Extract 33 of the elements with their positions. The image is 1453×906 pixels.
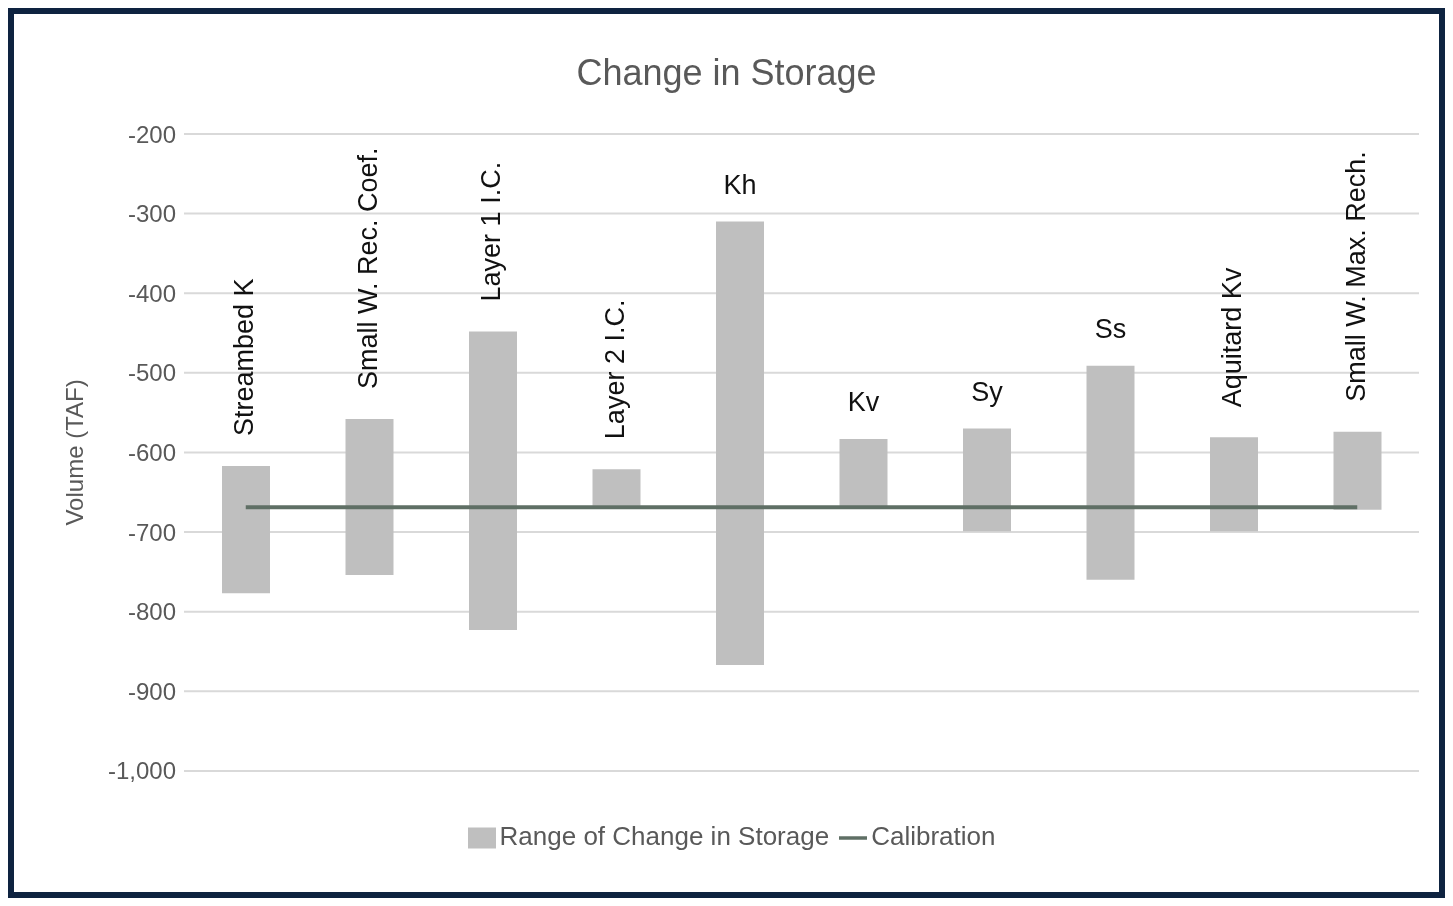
x-tick-label: Small W. Rec. Coef.	[352, 147, 383, 389]
y-tick-label: -200	[127, 120, 176, 148]
bar	[345, 419, 394, 576]
bar	[963, 428, 1011, 532]
bar	[716, 221, 764, 665]
bar	[1333, 431, 1382, 510]
bar	[839, 438, 888, 507]
legend-label: Range of Change in Storage	[499, 820, 830, 851]
y-tick-label: -900	[127, 677, 176, 705]
x-tick-label: Kh	[723, 169, 757, 200]
x-tick-label: Ss	[1094, 313, 1127, 344]
y-tick-label: -500	[127, 359, 176, 387]
bar	[469, 331, 517, 630]
y-tick-label: -700	[127, 518, 176, 546]
y-tick-label: -400	[127, 279, 176, 307]
y-tick-label: -1,000	[107, 757, 176, 785]
bar	[592, 469, 641, 506]
y-tick-label: -600	[127, 438, 176, 466]
x-tick-label: Kv	[847, 386, 880, 417]
x-tick-label: Small W. Max. Rech.	[1340, 151, 1371, 402]
bar	[1210, 437, 1258, 532]
x-tick-label: Layer 1 I.C.	[476, 161, 507, 302]
y-axis-title: Volume (TAF)	[60, 379, 88, 526]
x-tick-label: Layer 2 I.C.	[599, 299, 630, 440]
y-tick-label: -800	[127, 598, 176, 626]
x-tick-label: Aquitard Kv	[1217, 267, 1248, 408]
x-tick-label: Streambed K	[229, 278, 260, 436]
bar	[222, 465, 270, 594]
x-tick-label: Sy	[971, 376, 1004, 407]
chart-title: Change in Storage	[575, 52, 878, 94]
bar	[1086, 365, 1135, 580]
legend-label: Calibration	[871, 820, 996, 851]
y-tick-label: -300	[127, 200, 176, 228]
